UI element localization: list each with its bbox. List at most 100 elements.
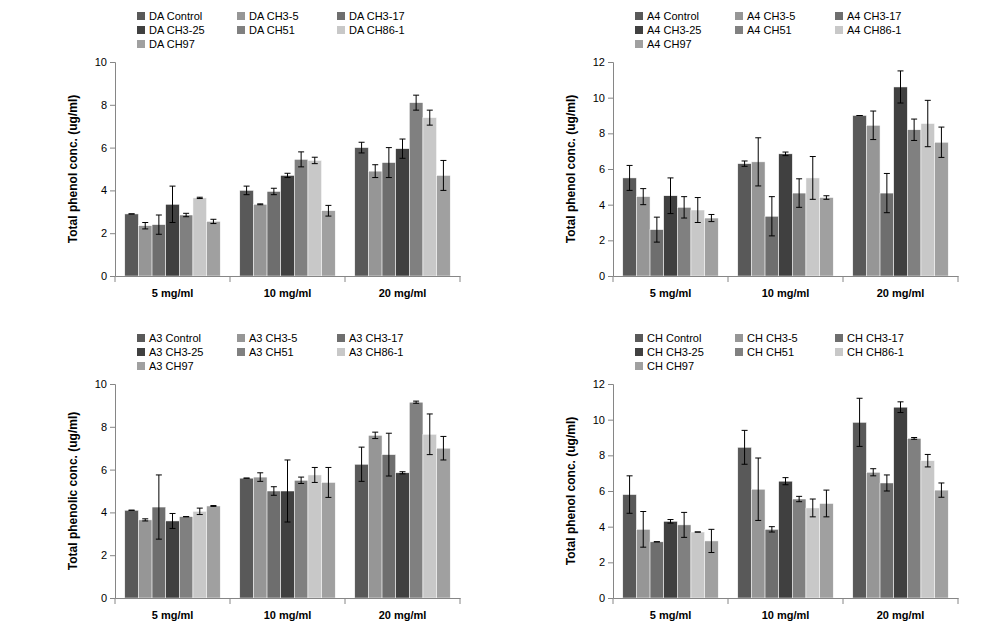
legend-swatch bbox=[635, 40, 643, 48]
error-cap bbox=[359, 481, 365, 482]
error-cap bbox=[654, 541, 660, 542]
series bbox=[705, 490, 949, 598]
error-cap bbox=[783, 484, 789, 485]
bar bbox=[664, 521, 678, 598]
error-cap bbox=[742, 464, 748, 465]
y-tick-mark bbox=[608, 420, 613, 421]
error-stem bbox=[402, 139, 403, 158]
y-tick-mark bbox=[608, 133, 613, 134]
y-tick: 2 bbox=[101, 549, 115, 561]
error-cap bbox=[857, 398, 863, 399]
error-cap bbox=[870, 139, 876, 140]
y-tick-mark bbox=[608, 205, 613, 206]
error-cap bbox=[427, 110, 433, 111]
error-cap bbox=[783, 477, 789, 478]
legend-swatch bbox=[137, 348, 145, 356]
y-tick-mark bbox=[110, 598, 115, 599]
y-tick: 8 bbox=[599, 127, 613, 139]
error-bar bbox=[857, 398, 863, 446]
legend-label: CH CH97 bbox=[647, 360, 694, 372]
error-stem bbox=[697, 198, 698, 223]
error-stem bbox=[670, 520, 671, 524]
bar bbox=[921, 124, 935, 276]
legend-swatch bbox=[635, 348, 643, 356]
x-tick: 20 mg/ml bbox=[379, 276, 427, 299]
legend-label: DA Control bbox=[149, 10, 202, 22]
error-stem bbox=[711, 214, 712, 221]
error-cap bbox=[197, 508, 203, 509]
error-cap bbox=[911, 437, 917, 438]
error-stem bbox=[941, 127, 942, 157]
error-bar bbox=[156, 475, 162, 539]
error-cap bbox=[884, 491, 890, 492]
x-tick: 5 mg/ml bbox=[152, 276, 194, 299]
y-tick: 4 bbox=[599, 199, 613, 211]
legend-swatch bbox=[635, 362, 643, 370]
error-bar bbox=[244, 186, 250, 195]
legend-item: A4 CH51 bbox=[735, 24, 792, 36]
legend-item: A3 CH86-1 bbox=[337, 346, 403, 358]
series bbox=[193, 118, 437, 276]
x-tick: 20 mg/ml bbox=[877, 276, 925, 299]
series bbox=[138, 171, 382, 276]
bar bbox=[907, 438, 921, 598]
legend-label: CH CH86-1 bbox=[847, 346, 904, 358]
x-axis-line bbox=[116, 276, 461, 277]
bar bbox=[207, 506, 221, 598]
error-cap bbox=[668, 523, 674, 524]
error-bar bbox=[440, 436, 446, 460]
error-cap bbox=[823, 195, 829, 196]
bar bbox=[866, 125, 880, 276]
error-bar bbox=[823, 196, 829, 200]
bar bbox=[691, 532, 705, 598]
y-tick-mark bbox=[608, 384, 613, 385]
error-bar bbox=[668, 520, 674, 524]
error-cap bbox=[129, 510, 135, 511]
bar bbox=[738, 164, 752, 276]
legend-item: A3 CH3-5 bbox=[237, 332, 297, 344]
series bbox=[125, 148, 369, 276]
error-cap bbox=[285, 522, 291, 523]
x-tick: 5 mg/ml bbox=[152, 598, 194, 621]
error-stem bbox=[287, 460, 288, 522]
error-cap bbox=[210, 506, 216, 507]
y-axis-line bbox=[608, 385, 614, 599]
legend-swatch bbox=[835, 26, 843, 34]
error-cap bbox=[197, 514, 203, 515]
legend: A4 ControlA4 CH3-5A4 CH3-17A4 CH3-25A4 C… bbox=[635, 10, 901, 50]
error-cap bbox=[298, 483, 304, 484]
error-bar bbox=[285, 460, 291, 522]
x-separator bbox=[958, 598, 959, 604]
x-tick: 5 mg/ml bbox=[650, 276, 692, 299]
legend-label: CH CH3-5 bbox=[747, 332, 798, 344]
error-cap bbox=[938, 497, 944, 498]
legend-item: A3 Control bbox=[137, 332, 201, 344]
bar bbox=[267, 191, 281, 276]
error-cap bbox=[769, 526, 775, 527]
legend-label: A4 CH3-5 bbox=[747, 10, 795, 22]
bar bbox=[355, 148, 369, 276]
error-cap bbox=[359, 447, 365, 448]
error-cap bbox=[884, 212, 890, 213]
error-bar bbox=[271, 188, 277, 194]
error-stem bbox=[799, 179, 800, 208]
error-cap bbox=[898, 103, 904, 104]
error-bar bbox=[742, 430, 748, 464]
y-tick-mark bbox=[110, 276, 115, 277]
error-cap bbox=[170, 186, 176, 187]
error-cap bbox=[440, 459, 446, 460]
marks bbox=[125, 401, 450, 598]
legend-label: A4 CH3-25 bbox=[647, 24, 701, 36]
bar bbox=[437, 175, 451, 276]
error-bar bbox=[783, 152, 789, 156]
error-cap bbox=[654, 541, 660, 542]
legend-label: CH Control bbox=[647, 332, 701, 344]
y-tick-label: 12 bbox=[593, 378, 605, 390]
legend-swatch bbox=[635, 334, 643, 342]
error-stem bbox=[443, 160, 444, 190]
x-tick-label: 5 mg/ml bbox=[152, 287, 194, 299]
error-cap bbox=[884, 173, 890, 174]
bar bbox=[125, 510, 139, 598]
error-stem bbox=[186, 213, 187, 216]
error-cap bbox=[810, 499, 816, 500]
